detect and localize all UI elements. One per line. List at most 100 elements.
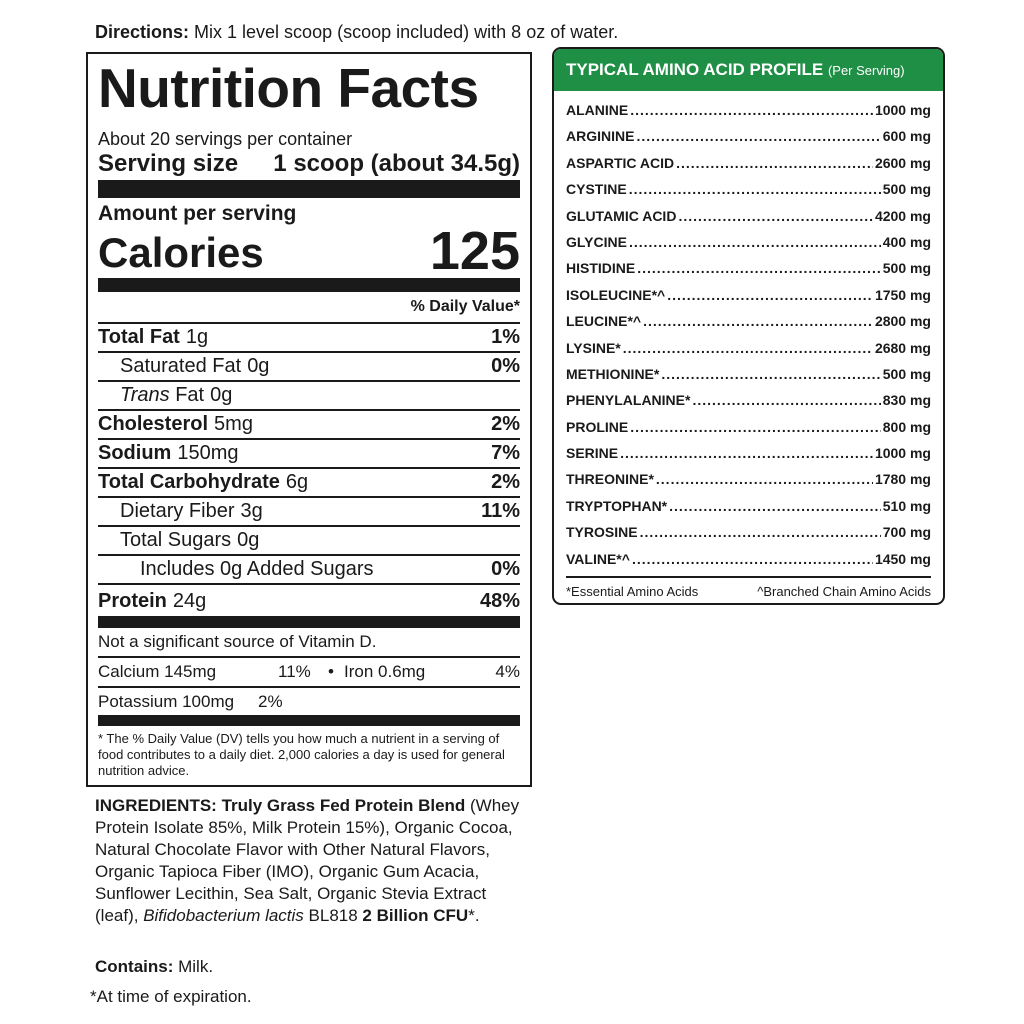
calcium: Calcium 145mg xyxy=(98,662,217,681)
amino-row: GLYCINE 400 mg xyxy=(566,229,931,255)
calcium-dv: 11% xyxy=(278,662,311,681)
nutrient-amount: 5mg xyxy=(214,413,253,435)
dot-leader xyxy=(632,546,873,572)
dot-leader xyxy=(676,150,873,176)
amino-name: ARGININE xyxy=(566,128,635,145)
nutrient-name: Includes 0g Added Sugars xyxy=(140,558,374,580)
nutrient-dv: 11% xyxy=(481,500,520,522)
nutrient-name: Sodium xyxy=(98,442,172,464)
nutrient-amount: 3g xyxy=(240,500,263,522)
nutrient-row: Saturated Fat 0g 0% xyxy=(98,353,520,382)
serving-size-value: 1 scoop (about 34.5g) xyxy=(273,150,520,177)
amino-header: TYPICAL AMINO ACID PROFILE (Per Serving) xyxy=(554,49,943,91)
amino-amount: 500 mg xyxy=(882,181,931,198)
cfu-mark: *. xyxy=(468,906,480,925)
amino-amount: 1450 mg xyxy=(874,550,931,567)
nutrition-facts-title: Nutrition Facts xyxy=(98,57,479,119)
dot-leader xyxy=(629,229,881,255)
dot-leader xyxy=(637,255,881,281)
dot-leader xyxy=(643,308,873,334)
daily-value-header: % Daily Value* xyxy=(98,292,520,324)
amino-amount: 1000 mg xyxy=(874,445,931,462)
nutrient-name: Saturated Fat xyxy=(120,355,242,377)
amino-row: PHENYLALANINE* 830 mg xyxy=(566,387,931,413)
daily-value-footnote: * The % Daily Value (DV) tells you how m… xyxy=(98,731,505,778)
dot-leader xyxy=(630,97,873,123)
amino-row: TRYPTOPHAN* 510 mg xyxy=(566,493,931,519)
dot-leader xyxy=(692,387,880,413)
amino-name: ALANINE xyxy=(566,102,629,118)
amino-amount: 500 mg xyxy=(882,260,931,277)
dot-leader xyxy=(656,466,873,492)
amino-row: ARGININE 600 mg xyxy=(566,123,931,149)
dot-leader xyxy=(640,519,881,545)
dot-leader xyxy=(629,176,881,202)
amino-amount: 830 mg xyxy=(882,392,931,409)
amino-footnotes: *Essential Amino Acids ^Branched Chain Am… xyxy=(566,576,931,599)
amino-acid-profile-panel: TYPICAL AMINO ACID PROFILE (Per Serving)… xyxy=(552,47,945,605)
nutrient-amount: 0g xyxy=(210,384,233,406)
servings-per-container: About 20 servings per container xyxy=(98,129,353,149)
iron-dv: 4% xyxy=(495,662,520,681)
nutrient-dv: 1% xyxy=(491,326,520,348)
nutrient-name: Total Carbohydrate xyxy=(98,471,280,493)
probiotic-strain: BL818 xyxy=(303,906,363,925)
bullet: • xyxy=(328,662,334,681)
directions: Directions: Mix 1 level scoop (scoop inc… xyxy=(95,22,618,43)
amino-amount: 700 mg xyxy=(882,524,931,541)
amino-amount: 400 mg xyxy=(882,233,931,250)
amino-row: CYSTINE 500 mg xyxy=(566,176,931,202)
nutrient-dv: 2% xyxy=(491,413,520,435)
nutrient-label: Total Sugars 0g xyxy=(120,527,259,554)
nutrient-name: Total Fat xyxy=(98,326,180,348)
amino-row: ALANINE 1000 mg xyxy=(566,97,931,123)
nutrient-name: Total Sugars xyxy=(120,529,232,551)
amino-name: ISOLEUCINE*^ xyxy=(566,286,666,303)
nutrient-label: Trans Fat 0g xyxy=(120,382,232,409)
nutrient-dv: 48% xyxy=(479,590,520,612)
nutrient-name: Trans xyxy=(120,384,170,406)
expiry-note: *At time of expiration. xyxy=(90,987,252,1006)
nutrient-label: Sodium 150mg xyxy=(98,440,239,467)
nutrient-label: Cholesterol 5mg xyxy=(98,411,253,438)
potassium-dv: 2% xyxy=(258,692,283,711)
nutrient-row: Trans Fat 0g xyxy=(98,382,520,411)
ingredients-label: INGREDIENTS: xyxy=(95,796,217,815)
nutrient-label: Saturated Fat 0g xyxy=(120,353,269,380)
amino-name: GLUTAMIC ACID xyxy=(566,207,677,224)
amino-row: ASPARTIC ACID 2600 mg xyxy=(566,150,931,176)
contains-statement: Contains: Milk. xyxy=(95,957,213,977)
ingredients-blend: Truly Grass Fed Protein Blend xyxy=(216,796,466,815)
potassium: Potassium 100mg xyxy=(98,692,235,711)
amino-row: LYSINE* 2680 mg xyxy=(566,335,931,361)
amino-row: TYROSINE 700 mg xyxy=(566,519,931,545)
amino-row: PROLINE 800 mg xyxy=(566,414,931,440)
nutrient-row: Includes 0g Added Sugars 0% xyxy=(98,556,520,585)
dot-leader xyxy=(661,361,880,387)
amino-name: LYSINE* xyxy=(566,339,621,356)
amino-amount: 2680 mg xyxy=(874,339,931,356)
dot-leader xyxy=(669,493,881,519)
directions-text: Mix 1 level scoop (scoop included) with … xyxy=(189,22,619,42)
amino-row: GLUTAMIC ACID 4200 mg xyxy=(566,203,931,229)
contains-text: Milk. xyxy=(173,957,214,976)
amino-row: METHIONINE* 500 mg xyxy=(566,361,931,387)
iron: Iron 0.6mg xyxy=(344,662,426,681)
amino-row: THREONINE* 1780 mg xyxy=(566,466,931,492)
nutrient-row: Total Sugars 0g xyxy=(98,527,520,556)
nutrient-dv: 7% xyxy=(491,442,520,464)
nutrient-label: Total Fat 1g xyxy=(98,324,208,351)
amino-title: TYPICAL AMINO ACID PROFILE xyxy=(566,60,824,79)
amino-row: VALINE*^ 1450 mg xyxy=(566,546,931,572)
probiotic-cfu: 2 Billion CFU xyxy=(362,906,469,925)
nutrient-amount: 24g xyxy=(172,590,207,612)
ingredients: INGREDIENTS: Truly Grass Fed Protein Ble… xyxy=(95,795,525,927)
amino-name: ASPARTIC ACID xyxy=(566,154,675,171)
amino-amount: 2800 mg xyxy=(874,313,931,330)
serving-size: Serving size 1 scoop (about 34.5g) xyxy=(98,150,520,198)
amino-amount: 500 mg xyxy=(882,365,931,382)
nutrient-label: Dietary Fiber 3g xyxy=(120,498,263,525)
dot-leader xyxy=(667,282,873,308)
amino-subtitle: (Per Serving) xyxy=(827,63,905,78)
amino-amount: 2600 mg xyxy=(874,154,931,171)
